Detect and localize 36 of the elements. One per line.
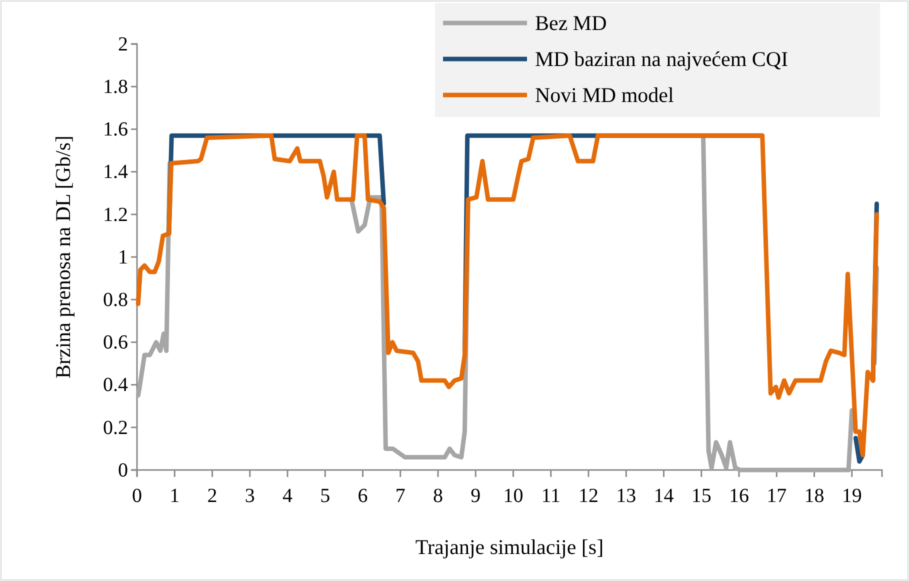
y-tick-label: 0.4 (103, 374, 128, 396)
x-tick-label: 9 (470, 485, 481, 507)
x-axis-title: Trajanje simulacije [s] (415, 535, 604, 559)
y-tick-label: 1.2 (103, 204, 128, 226)
y-tick-label: 1.6 (103, 118, 128, 141)
y-tick-label: 0 (118, 459, 128, 482)
x-tick-label: 11 (541, 485, 561, 507)
x-tick-label: 4 (282, 485, 293, 507)
x-tick-label: 19 (842, 485, 862, 507)
y-tick-label: 0.6 (103, 332, 128, 354)
legend-label: Novi MD model (535, 83, 674, 107)
x-tick-label: 14 (654, 485, 674, 507)
x-tick-label: 17 (766, 485, 787, 507)
x-tick-label: 12 (578, 485, 599, 507)
x-tick-label: 2 (207, 485, 218, 507)
x-tick-label: 10 (503, 485, 524, 507)
x-tick-label: 0 (132, 485, 142, 507)
x-tick-label: 18 (804, 485, 824, 507)
y-tick-label: 2 (118, 33, 128, 56)
x-tick-label: 1 (170, 485, 180, 507)
y-tick-label: 0.8 (103, 289, 128, 311)
y-tick-label: 0.2 (103, 416, 128, 439)
x-tick-label: 15 (691, 485, 712, 507)
y-tick-label: 1 (118, 246, 128, 268)
y-tick-label: 1.4 (103, 161, 128, 184)
x-tick-label: 13 (616, 485, 636, 507)
legend-label: MD baziran na najvećem CQI (535, 47, 788, 71)
x-tick-label: 5 (320, 485, 330, 507)
legend-label: Bez MD (535, 11, 607, 35)
x-tick-label: 8 (433, 485, 444, 507)
y-axis-title: Brzina prenosa na DL [Gb/s] (51, 136, 75, 378)
x-tick-label: 7 (395, 485, 406, 507)
y-tick-label: 1.8 (103, 76, 128, 98)
x-tick-label: 16 (729, 485, 750, 507)
x-tick-label: 6 (358, 485, 368, 507)
x-tick-label: 3 (244, 485, 255, 507)
